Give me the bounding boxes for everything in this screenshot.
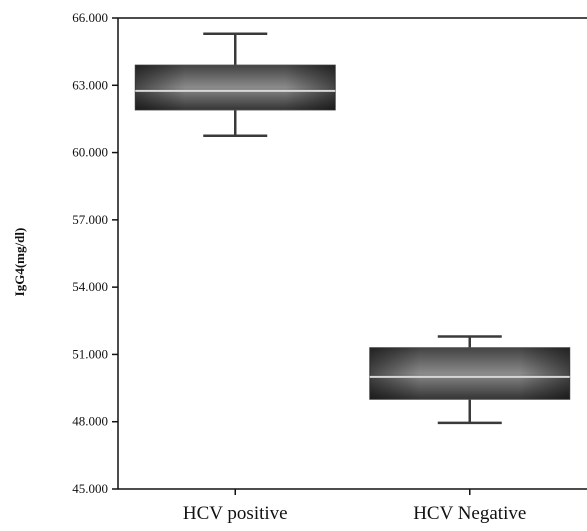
y-tick-label: 48.000 [72,414,108,429]
y-tick-label: 54.000 [72,279,108,294]
y-tick-label: 63.000 [72,77,108,92]
y-axis-title: IgG4(mg/dl) [12,228,27,297]
y-ticks: 45.000 48.000 51.000 54.000 57.000 60.000 63.0… [72,10,118,496]
x-category-label: HCV Negative [413,503,526,524]
box-group [134,32,336,137]
y-tick-label: 66.000 [72,10,108,25]
y-tick-label: 57.000 [72,212,108,227]
y-tick-label: 51.000 [72,346,108,361]
y-tick-label: 60.000 [72,145,108,160]
axes [117,17,587,490]
x-labels: HCV positive HCV Negative [183,489,526,524]
y-tick-label: 45.000 [72,481,108,496]
iqr-box-shade [369,347,570,400]
boxes [134,32,571,425]
x-category-label: HCV positive [183,503,288,524]
iqr-box-shade [135,65,336,110]
box-group [369,335,571,425]
